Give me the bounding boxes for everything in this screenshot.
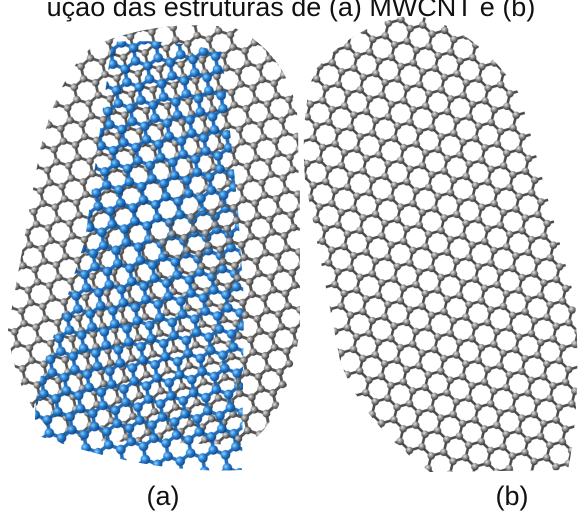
caption: ução das estruturas de (a) MWCNT e (b) — [47, 0, 536, 22]
figure: ução das estruturas de (a) MWCNT e (b) (… — [0, 0, 582, 517]
label-b: (b) — [496, 481, 529, 511]
tube-b — [304, 15, 578, 472]
page: ução das estruturas de (a) MWCNT e (b) (… — [0, 0, 582, 517]
label-a: (a) — [147, 481, 180, 511]
